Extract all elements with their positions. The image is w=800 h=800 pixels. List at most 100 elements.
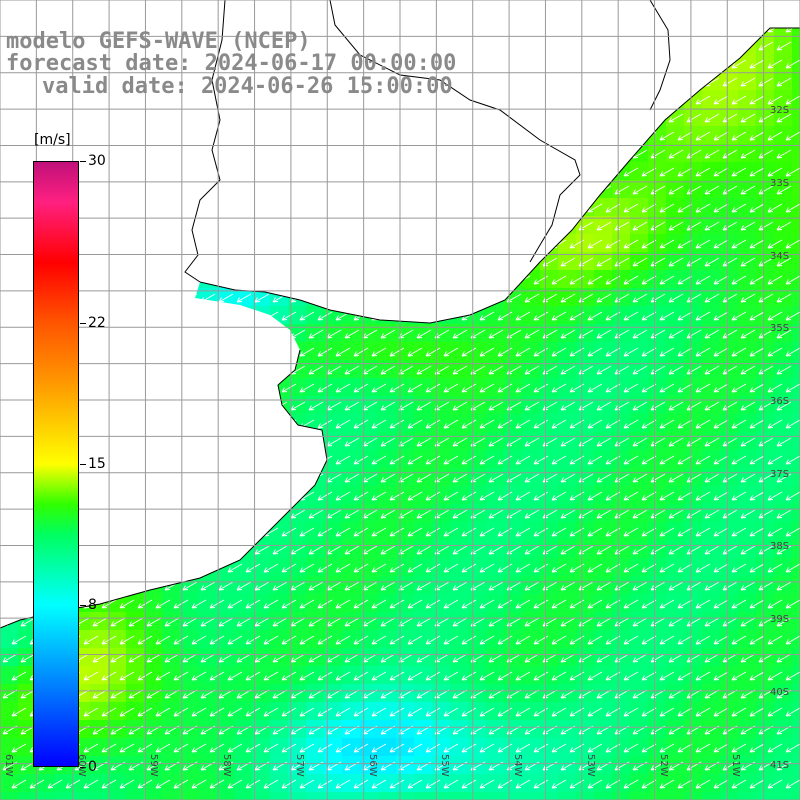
wind-speed-cell [576,432,595,451]
wind-arrow [317,563,333,573]
wind-arrow [83,671,99,681]
wind-speed-cell [702,648,721,667]
wind-arrow [443,419,459,429]
wind-speed-cell [468,756,487,775]
wind-speed-cell [540,648,559,667]
wind-speed-cell [738,108,757,127]
wind-speed-cell [342,648,361,667]
wind-arrow [371,491,387,501]
wind-arrow [461,743,477,753]
wind-arrow [749,635,765,645]
wind-arrow [731,347,747,357]
wind-speed-cell [504,684,523,703]
wind-arrow [317,527,333,537]
wind-arrow [695,707,711,717]
wind-speed-cell [378,396,397,415]
wind-arrow [623,707,639,717]
wind-speed-cell [450,720,469,739]
wind-arrow [740,149,756,159]
wind-speed-cell [540,504,559,523]
wind-speed-cell [414,432,433,451]
wind-speed-cell [630,468,649,487]
wind-arrow [461,563,477,573]
wind-speed-cell [180,612,199,631]
wind-speed-cell [504,576,523,595]
wind-arrow [443,707,459,717]
wind-arrow [776,509,792,519]
wind-arrow [515,311,531,321]
wind-arrow [785,671,800,681]
wind-arrow [677,671,693,681]
wind-arrow [668,329,684,339]
wind-speed-cell [594,756,613,775]
wind-arrow [650,329,666,339]
wind-arrow [641,599,657,609]
wind-speed-cell [792,234,800,253]
wind-speed-cell [126,720,145,739]
wind-arrow [731,239,747,249]
wind-arrow [281,383,297,393]
wind-arrow [587,311,603,321]
wind-arrow [650,581,666,591]
wind-arrow [245,671,261,681]
wind-arrow [749,491,765,501]
wind-arrow [308,545,324,555]
wind-arrow [11,707,27,717]
wind-arrow [632,617,648,627]
wind-speed-cell [702,576,721,595]
wind-arrow [740,437,756,447]
wind-arrow [605,455,621,465]
wind-speed-cell [648,684,667,703]
wind-speed-cell [378,576,397,595]
wind-arrow [308,329,324,339]
wind-arrow [335,347,351,357]
wind-speed-cell [396,720,415,739]
wind-speed-cell [306,576,325,595]
wind-arrow [371,671,387,681]
wind-speed-cell [504,360,523,379]
wind-speed-cell [270,720,289,739]
wind-arrow [380,653,396,663]
wind-speed-cell [432,576,451,595]
wind-speed-cell [684,504,703,523]
wind-speed-cell [486,360,505,379]
wind-speed-cell [792,702,800,721]
wind-speed-cell [720,648,739,667]
wind-arrow [614,581,630,591]
wind-arrow [749,275,765,285]
wind-arrow [785,275,800,285]
wind-speed-cell [414,576,433,595]
wind-arrow [83,707,99,717]
longitude-label: 55W [439,754,451,777]
wind-arrow [668,149,684,159]
wind-speed-cell [360,576,379,595]
wind-arrow [749,383,765,393]
wind-arrow [389,419,405,429]
wind-speed-cell [684,360,703,379]
wind-arrow [560,257,576,267]
wind-arrow [254,545,270,555]
wind-arrow [740,473,756,483]
wind-speed-cell [612,180,631,199]
wind-speed-cell [36,792,55,800]
wind-arrow [227,671,243,681]
wind-arrow [587,743,603,753]
wind-arrow [587,527,603,537]
wind-arrow [443,383,459,393]
wind-arrow [155,707,171,717]
wind-arrow [749,599,765,609]
wind-arrow [587,239,603,249]
wind-arrow [515,671,531,681]
wind-arrow [497,563,513,573]
wind-arrow [200,653,216,663]
wind-arrow [245,743,261,753]
longitude-label: 51W [730,754,742,777]
wind-speed-cell [414,792,433,800]
wind-arrow [713,275,729,285]
wind-arrow [704,185,720,195]
wind-arrow [281,743,297,753]
wind-arrow [560,329,576,339]
wind-speed-cell [702,216,721,235]
wind-speed-cell [774,504,793,523]
wind-arrow [560,509,576,519]
